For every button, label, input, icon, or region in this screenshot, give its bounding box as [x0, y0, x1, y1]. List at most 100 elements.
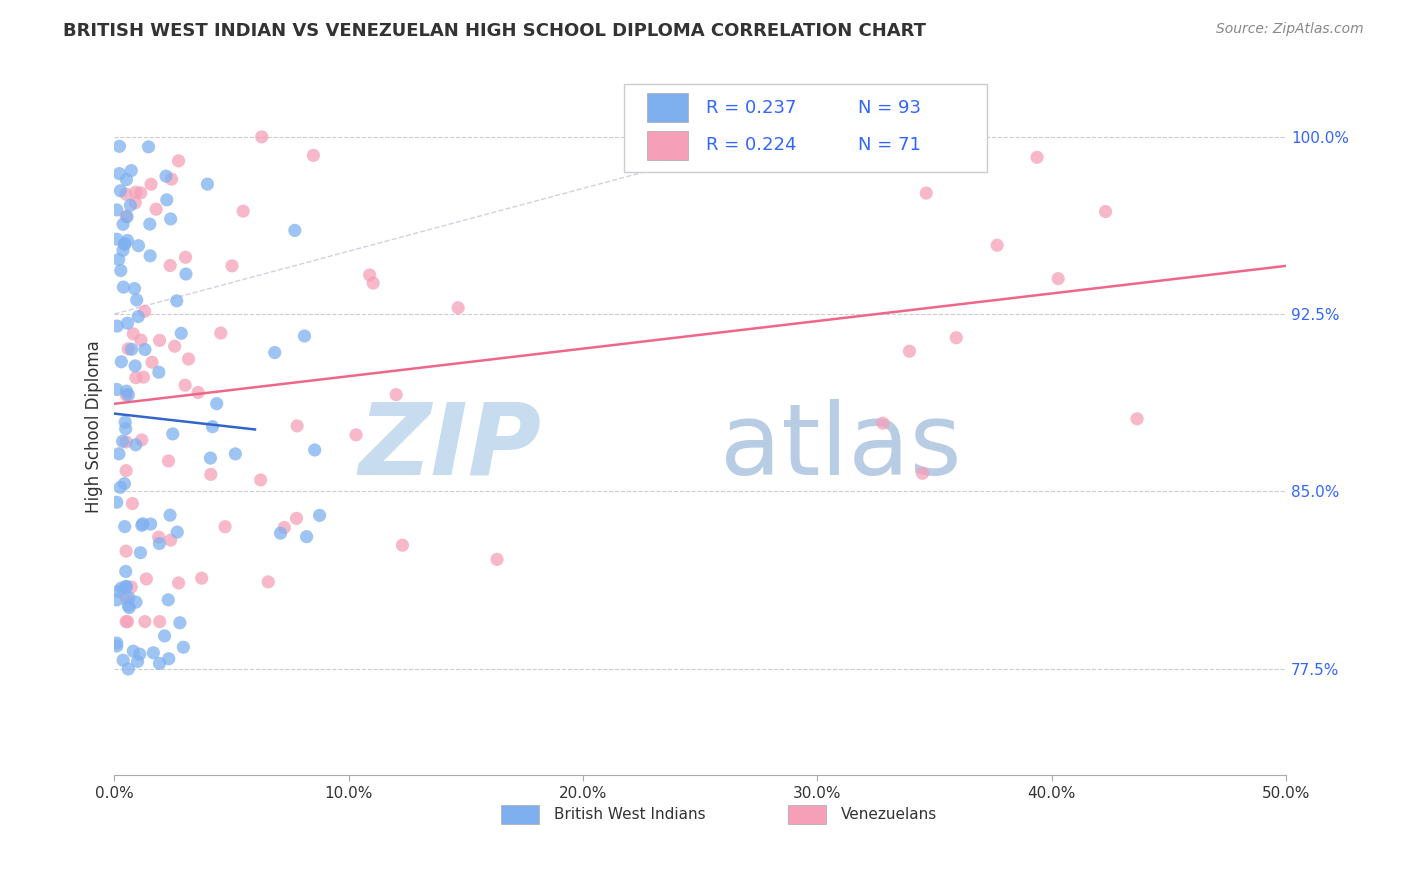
Point	[209, 326, 232, 340]
Point	[115, 591, 138, 606]
Point	[145, 202, 167, 217]
Point	[172, 640, 194, 655]
Point	[302, 148, 325, 162]
Point	[127, 655, 149, 669]
Point	[115, 209, 138, 223]
Point	[114, 476, 136, 491]
Point	[110, 581, 132, 595]
Point	[139, 217, 162, 231]
Point	[121, 497, 143, 511]
Point	[163, 339, 186, 353]
Point	[1126, 412, 1149, 426]
Point	[105, 593, 128, 607]
Point	[153, 629, 176, 643]
Point	[125, 293, 148, 307]
Point	[359, 268, 381, 282]
Point	[129, 546, 152, 560]
Point	[915, 186, 938, 200]
Point	[159, 533, 181, 548]
Point	[117, 615, 139, 629]
Point	[115, 544, 138, 558]
Text: N = 93: N = 93	[858, 99, 921, 117]
Point	[110, 355, 132, 369]
Point	[105, 232, 128, 246]
Point	[110, 184, 132, 198]
Point	[117, 234, 139, 248]
Point	[108, 139, 131, 153]
Point	[148, 536, 170, 550]
Point	[125, 438, 148, 452]
FancyBboxPatch shape	[648, 131, 689, 161]
Point	[221, 259, 243, 273]
Point	[205, 397, 228, 411]
Point	[117, 662, 139, 676]
Point	[115, 187, 138, 202]
Point	[127, 310, 149, 324]
Point	[285, 511, 308, 525]
Point	[139, 517, 162, 532]
Point	[361, 276, 384, 290]
Point	[174, 267, 197, 281]
FancyBboxPatch shape	[787, 805, 825, 824]
Point	[131, 433, 153, 447]
Point	[285, 418, 308, 433]
Point	[200, 467, 222, 482]
Point	[159, 508, 181, 523]
Point	[447, 301, 470, 315]
Point	[114, 415, 136, 429]
Point	[120, 198, 142, 212]
Point	[105, 636, 128, 650]
Point	[156, 193, 179, 207]
Point	[117, 316, 139, 330]
Point	[169, 615, 191, 630]
Point	[141, 355, 163, 369]
Point	[872, 416, 894, 430]
Point	[257, 574, 280, 589]
Point	[149, 615, 172, 629]
Point	[170, 326, 193, 341]
Point	[391, 538, 413, 552]
Point	[986, 238, 1008, 252]
Point	[112, 217, 135, 231]
Point	[129, 186, 152, 200]
Point	[124, 359, 146, 373]
Point	[200, 451, 222, 466]
Y-axis label: High School Diploma: High School Diploma	[86, 340, 103, 513]
Point	[131, 518, 153, 533]
Point	[108, 447, 131, 461]
Point	[149, 334, 172, 348]
Point	[263, 345, 285, 359]
Point	[167, 576, 190, 591]
Point	[224, 447, 246, 461]
Point	[201, 419, 224, 434]
Point	[159, 211, 181, 226]
Point	[308, 508, 330, 523]
Point	[125, 595, 148, 609]
Point	[148, 365, 170, 379]
Point	[177, 351, 200, 366]
Point	[157, 652, 180, 666]
Text: N = 71: N = 71	[858, 136, 921, 154]
Point	[737, 122, 759, 136]
Point	[167, 153, 190, 168]
Point	[114, 565, 136, 579]
Point	[139, 178, 162, 192]
Point	[485, 552, 508, 566]
FancyBboxPatch shape	[501, 805, 538, 824]
Point	[1026, 150, 1049, 164]
Point	[284, 223, 307, 237]
Point	[1094, 204, 1116, 219]
Point	[162, 426, 184, 441]
Point	[114, 422, 136, 436]
Point	[148, 530, 170, 544]
Point	[121, 343, 143, 357]
Point	[107, 584, 129, 599]
Point	[1047, 271, 1070, 285]
Text: Source: ZipAtlas.com: Source: ZipAtlas.com	[1216, 22, 1364, 37]
Text: R = 0.237: R = 0.237	[706, 99, 797, 117]
Point	[115, 388, 138, 402]
Point	[134, 304, 156, 318]
Point	[273, 520, 295, 534]
Point	[115, 580, 138, 594]
Point	[174, 378, 197, 392]
